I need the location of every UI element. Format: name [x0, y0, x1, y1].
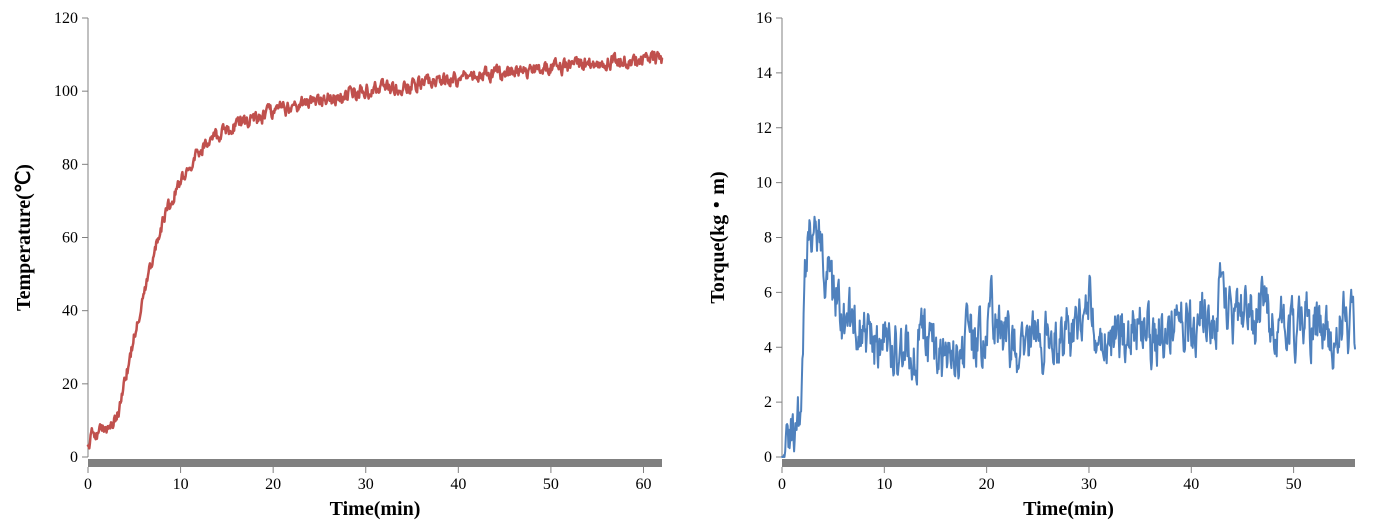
y-tick-label: 0: [764, 449, 772, 466]
y-tick-label: 8: [764, 230, 772, 247]
x-tick-label: 20: [265, 476, 281, 493]
x-axis-label: Time(min): [1023, 498, 1114, 520]
y-tick-label: 0: [70, 449, 78, 466]
chart-svg: 0 2 4 6 8 10 12 14 16 0 10 20 30 40 50 Time(min) Torque(…: [704, 8, 1367, 523]
y-tick-label: 14: [756, 65, 772, 82]
x-tick-label: 10: [876, 476, 892, 493]
x-axis-baseline-bar: [88, 459, 662, 467]
y-tick-label: 40: [62, 303, 78, 320]
x-tick-label: 30: [1081, 476, 1097, 493]
y-tick-label: 6: [764, 284, 772, 301]
chart-svg: 0 20 40 60 80 100 120 0 10 20 30 40 50 60 Time(min) Tem…: [10, 8, 674, 523]
y-tick-label: 100: [54, 83, 78, 100]
chart-background: [10, 8, 674, 523]
y-tick-label: 80: [62, 156, 78, 173]
x-tick-label: 40: [1183, 476, 1199, 493]
y-tick-label: 12: [756, 120, 772, 137]
y-tick-label: 4: [764, 339, 772, 356]
x-tick-label: 10: [173, 476, 189, 493]
y-tick-label: 120: [54, 10, 78, 27]
x-tick-label: 50: [1286, 476, 1302, 493]
x-tick-label: 0: [84, 476, 92, 493]
temperature-chart-panel: 0 20 40 60 80 100 120 0 10 20 30 40 50 60 Time(min) Tem…: [10, 8, 674, 523]
x-tick-label: 30: [358, 476, 374, 493]
y-tick-label: 20: [62, 376, 78, 393]
y-tick-label: 60: [62, 230, 78, 247]
x-tick-label: 60: [635, 476, 651, 493]
x-tick-label: 40: [450, 476, 466, 493]
x-axis-label: Time(min): [330, 498, 421, 520]
x-tick-label: 0: [778, 476, 786, 493]
chart-background: [704, 8, 1367, 523]
torque-chart-panel: 0 2 4 6 8 10 12 14 16 0 10 20 30 40 50 Time(min) Torque(…: [704, 8, 1367, 523]
y-tick-label: 10: [756, 175, 772, 192]
charts-row: 0204060801001200102030405060Time(min)Tem…: [0, 0, 1377, 527]
y-axis-label: Temperature(℃): [13, 164, 35, 311]
x-tick-label: 50: [543, 476, 559, 493]
y-tick-label: 16: [756, 10, 772, 27]
x-axis-baseline-bar: [782, 459, 1355, 467]
x-tick-label: 20: [979, 476, 995, 493]
y-tick-label: 2: [764, 394, 772, 411]
y-axis-label: Torque(kg・m): [707, 171, 729, 303]
